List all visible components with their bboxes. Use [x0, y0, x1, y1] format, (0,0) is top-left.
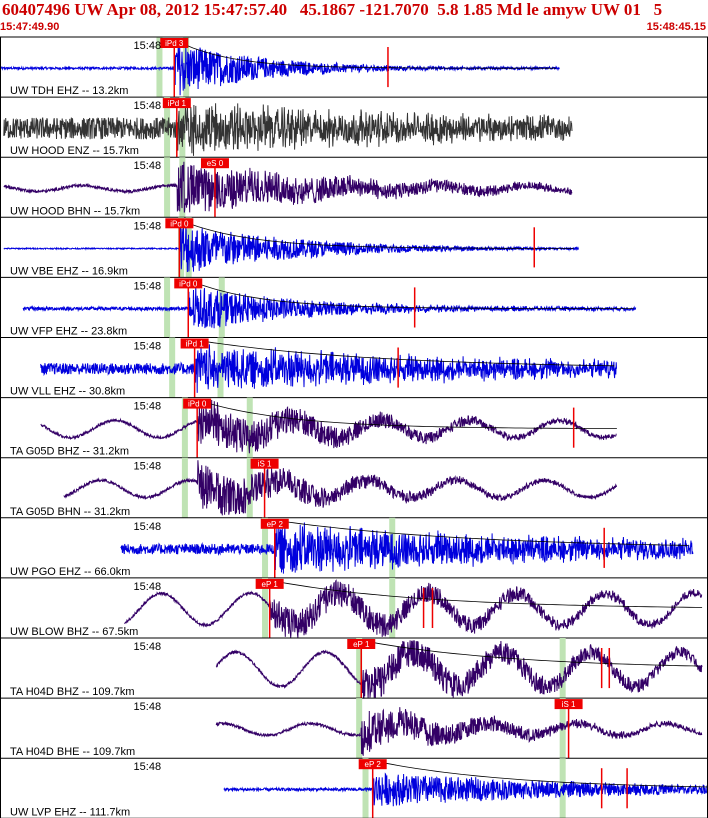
pick-window-end — [183, 37, 190, 98]
pick-flag — [174, 278, 203, 289]
time-tick-label: 15:48 — [134, 220, 162, 232]
pick-flag — [165, 218, 194, 229]
pick-window-end — [246, 457, 253, 518]
pick-window-start — [169, 337, 176, 398]
station-label: UW HOOD ENZ -- 15.7km — [10, 145, 139, 157]
station-label: TA G05D BHN -- 31.2km — [10, 506, 130, 518]
time-tick-label: 15:48 — [134, 581, 162, 593]
waveform-trace — [3, 161, 573, 213]
station-label: UW VBE EHZ -- 16.9km — [10, 265, 128, 277]
waveform-trace — [3, 103, 573, 156]
waveform-trace — [215, 640, 703, 699]
waveform-trace — [124, 579, 703, 639]
station-label: UW BLOW BHZ -- 67.5km — [10, 626, 138, 638]
coda-curve — [269, 579, 703, 608]
waveform-trace — [215, 707, 703, 756]
coda-curve — [194, 339, 615, 367]
station-label: TA H04D BHZ -- 109.7km — [10, 686, 135, 698]
station-label: TA G05D BHZ -- 31.2km — [10, 446, 129, 458]
waveform-trace — [63, 460, 617, 516]
waveform-trace — [3, 226, 579, 273]
window-start-time: 15:47:49.90 — [0, 21, 60, 33]
pick-window-end — [559, 638, 566, 699]
station-label: UW HOOD BHN -- 15.7km — [10, 205, 140, 217]
station-label: UW LVP EHZ -- 111.7km — [10, 806, 130, 818]
pick-label: iPd 3 — [165, 39, 184, 48]
pick-window-start — [356, 698, 363, 759]
pick-window-start — [181, 457, 188, 518]
waveform-trace — [223, 772, 708, 807]
pick-flag — [255, 578, 284, 589]
station-label: UW TDH EHZ -- 13.2km — [10, 85, 128, 97]
pick-window-end — [246, 397, 253, 458]
pick-flag — [162, 98, 191, 109]
pick-window-start — [262, 577, 269, 638]
station-label: UW VLL EHZ -- 30.8km — [10, 386, 125, 398]
pick-label: eS 0 — [207, 159, 224, 168]
time-tick-label: 15:48 — [134, 461, 162, 473]
time-tick-label: 15:48 — [134, 160, 162, 172]
pick-window-start — [156, 37, 163, 98]
station-label: UW VFP EHZ -- 23.8km — [10, 326, 127, 338]
time-tick-label: 15:48 — [134, 641, 162, 653]
waveform-trace — [120, 522, 694, 574]
coda-curve — [188, 279, 634, 310]
waveform-trace — [22, 286, 637, 329]
pick-flag — [183, 398, 212, 409]
pick-label: iS 1 — [258, 460, 272, 469]
time-tick-label: 15:48 — [134, 100, 162, 112]
pick-label: eP 1 — [262, 580, 279, 589]
coda-curve — [361, 640, 699, 667]
pick-label: iPd 0 — [188, 400, 207, 409]
time-tick-label: 15:48 — [134, 401, 162, 413]
pick-label: iS 1 — [562, 700, 576, 709]
coda-curve — [174, 39, 556, 69]
pick-flag — [180, 338, 209, 349]
pick-flag — [260, 518, 289, 529]
pick-label: eP 2 — [267, 520, 284, 529]
pick-flag — [358, 759, 387, 770]
coda-curve — [372, 760, 708, 788]
pick-flag — [200, 158, 229, 169]
pick-flag — [554, 699, 583, 710]
pick-label: iPd 1 — [168, 99, 187, 108]
station-label: UW PGO EHZ -- 66.0km — [10, 566, 130, 578]
waveform-trace — [40, 344, 617, 393]
pick-flag — [250, 458, 279, 469]
time-tick-label: 15:48 — [134, 701, 162, 713]
window-end-time: 15:48:45.15 — [646, 21, 706, 33]
time-tick-label: 15:48 — [134, 40, 162, 52]
pick-label: iPd 0 — [170, 219, 189, 228]
pick-window-end — [389, 577, 396, 638]
station-label: TA H04D BHE -- 109.7km — [10, 746, 135, 758]
event-header-title: 60407496 UW Apr 08, 2012 15:47:57.40 45.… — [2, 0, 663, 19]
pick-label: eP 2 — [365, 760, 382, 769]
time-tick-label: 15:48 — [134, 341, 162, 353]
pick-window-start — [356, 638, 363, 699]
coda-curve — [179, 219, 574, 249]
time-tick-label: 15:48 — [134, 761, 162, 773]
pick-flag — [347, 639, 376, 649]
pick-label: iPd 1 — [185, 340, 204, 349]
pick-label: iPd 0 — [179, 279, 198, 288]
pick-label: eP 1 — [353, 640, 370, 649]
waveform-trace — [0, 42, 560, 96]
time-tick-label: 15:48 — [134, 280, 162, 292]
coda-curve — [197, 399, 617, 429]
coda-curve — [274, 519, 689, 546]
waveform-trace — [40, 399, 617, 454]
time-tick-label: 15:48 — [134, 521, 162, 533]
pick-window-start — [262, 517, 269, 578]
pick-flag — [160, 38, 189, 48]
